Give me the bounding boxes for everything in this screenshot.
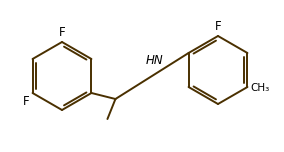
Text: F: F bbox=[23, 95, 30, 108]
Text: HN: HN bbox=[145, 54, 163, 67]
Text: F: F bbox=[59, 26, 65, 39]
Text: CH₃: CH₃ bbox=[250, 83, 270, 93]
Text: F: F bbox=[215, 20, 221, 33]
